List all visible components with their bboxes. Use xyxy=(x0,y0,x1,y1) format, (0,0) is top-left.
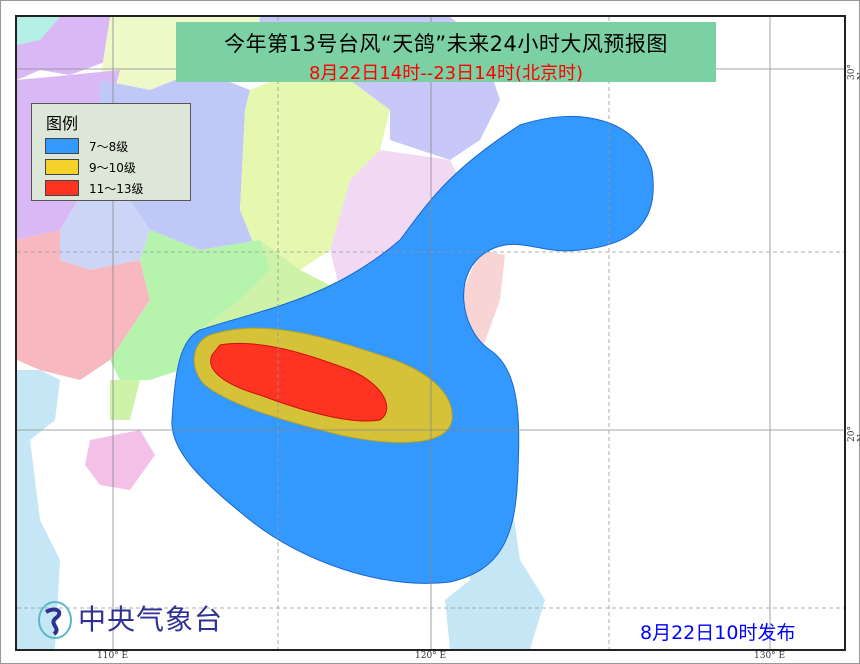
region-yunnan xyxy=(17,230,150,380)
region-hainan xyxy=(85,430,155,490)
wind-area-7-8 xyxy=(171,115,654,584)
legend-swatch xyxy=(45,138,79,154)
map-border xyxy=(15,15,846,651)
region-leizhou xyxy=(110,380,140,420)
title-box: 今年第13号台风“天鸽”未来24小时大风预报图 8月22日14时--23日14时… xyxy=(176,22,716,84)
legend-label: 7～8级 xyxy=(89,140,129,154)
cma-logo-icon xyxy=(38,601,72,639)
legend: 图例 7～8级 9～10级 11～13级 xyxy=(31,103,191,201)
lon-label-110: 110° E xyxy=(97,651,129,661)
lon-label-130: 130° E xyxy=(754,651,786,661)
lon-label-120: 120° E xyxy=(415,651,447,661)
wind-area-11-13 xyxy=(210,342,388,422)
legend-label: 9～10级 xyxy=(89,161,136,175)
issue-time: 8月22日10时发布 xyxy=(640,622,796,644)
legend-swatch xyxy=(45,159,79,175)
lat-label-30: 30° N xyxy=(847,64,860,80)
legend-label: 11～13级 xyxy=(89,182,144,196)
region-fujian xyxy=(330,150,460,290)
region-vietnam xyxy=(17,370,60,649)
map-subtitle: 8月22日14时--23日14时(北京时) xyxy=(308,63,584,84)
legend-title: 图例 xyxy=(46,114,79,133)
legend-swatch xyxy=(45,180,79,196)
lat-label-20: 20° N xyxy=(847,426,860,442)
region-guizhou xyxy=(60,180,150,270)
region-jiangxi xyxy=(240,70,390,270)
cma-logo-text: 中央气象台 xyxy=(78,603,224,636)
region-cyan xyxy=(17,17,60,45)
map-title: 今年第13号台风“天鸽”未来24小时大风预报图 xyxy=(224,32,668,56)
region-guangxi xyxy=(110,230,270,380)
